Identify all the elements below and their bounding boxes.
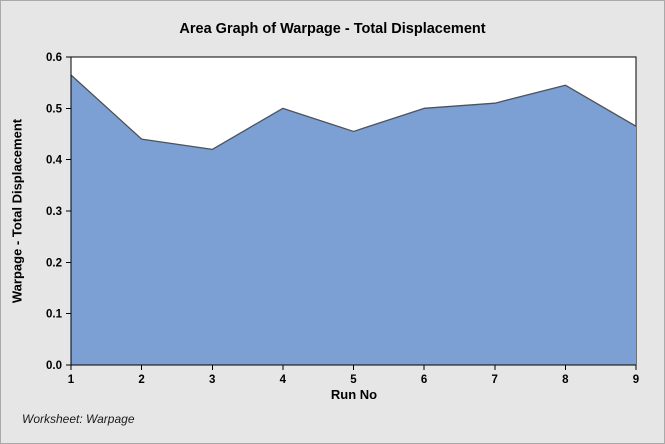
- y-tick-label: 0.0: [46, 360, 62, 372]
- x-tick-label: 1: [68, 374, 75, 386]
- y-tick-label: 0.4: [46, 155, 63, 167]
- x-tick-label: 4: [280, 374, 287, 386]
- x-tick-label: 2: [138, 374, 144, 386]
- y-tick-label: 0.5: [46, 103, 63, 115]
- y-tick-label: 0.2: [46, 257, 62, 269]
- x-tick-label: 7: [492, 374, 498, 386]
- chart-title: Area Graph of Warpage - Total Displaceme…: [179, 21, 486, 37]
- y-tick-label: 0.3: [46, 206, 62, 218]
- area-series-outline: [70, 74, 637, 151]
- area-series-fill: [71, 74, 636, 365]
- x-tick-label: 5: [350, 374, 357, 386]
- x-tick-label: 9: [633, 374, 639, 386]
- y-tick-label: 0.6: [46, 52, 62, 64]
- x-axis-label: Run No: [330, 387, 378, 402]
- x-tick-label: 6: [421, 374, 427, 386]
- y-tick-label: 0.1: [46, 309, 63, 321]
- x-tick-label: 3: [209, 374, 215, 386]
- y-axis-label: Warpage - Total Displacement: [9, 118, 25, 304]
- worksheet-footnote: Worksheet: Warpage: [22, 412, 135, 426]
- x-tick-label: 8: [562, 374, 569, 386]
